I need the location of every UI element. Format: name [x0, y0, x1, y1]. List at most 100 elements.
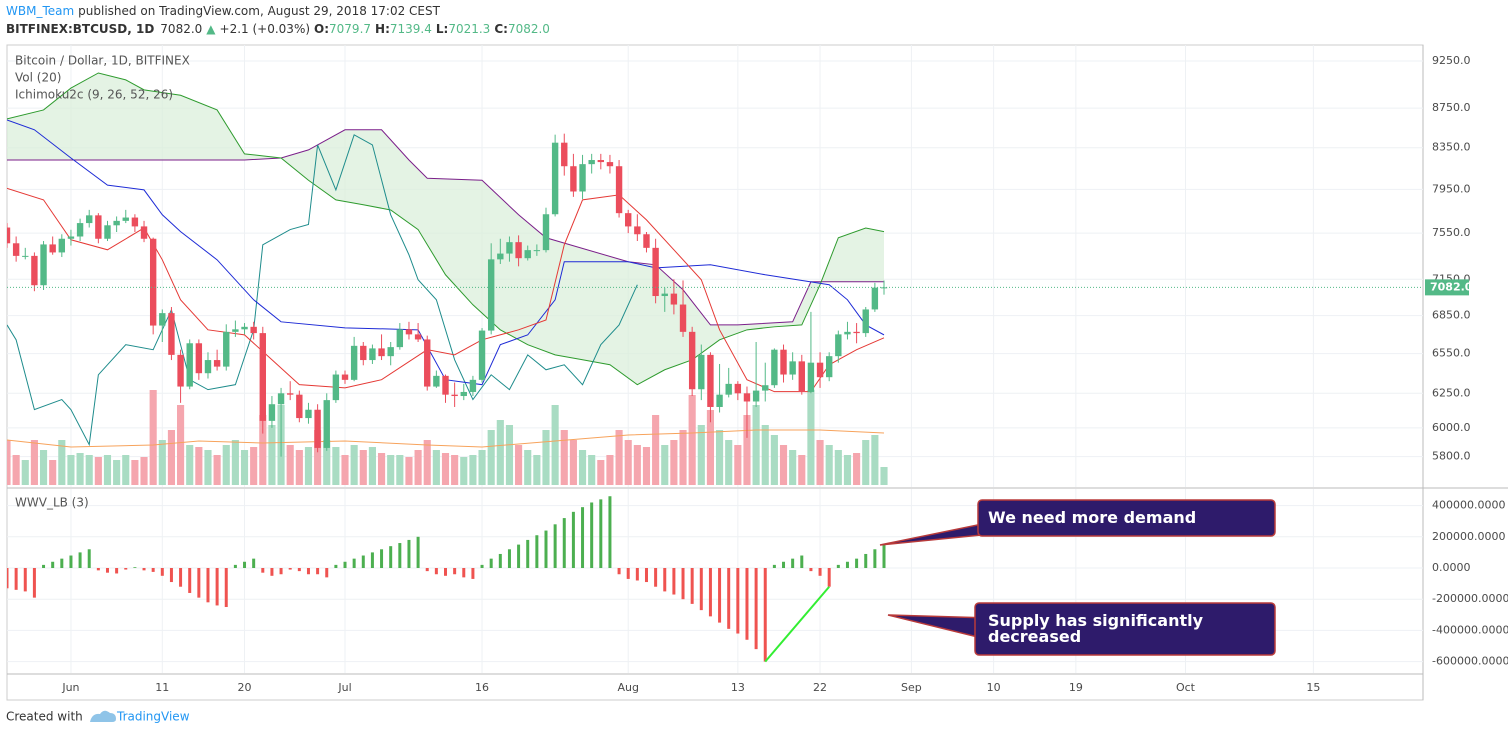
y-tick-label: 8350.0: [1432, 141, 1471, 154]
candle-body: [195, 343, 203, 374]
candle-body: [95, 215, 102, 239]
histogram-bar: [672, 568, 676, 595]
candle-body: [323, 400, 330, 448]
candle-body: [725, 383, 732, 395]
volume-bar: [560, 430, 568, 485]
ichimoku-title: Ichimoku2c (9, 26, 52, 26): [15, 88, 173, 102]
volume-bar: [487, 430, 495, 485]
volume-bar: [113, 460, 121, 485]
histogram-bar: [690, 568, 694, 604]
series-title: Bitcoin / Dollar, 1D, BITFINEX: [15, 54, 190, 68]
volume-bar: [761, 425, 769, 485]
volume-bar: [213, 455, 221, 485]
histogram-bar: [763, 568, 767, 662]
x-tick-label: 19: [1069, 681, 1083, 694]
ichimoku-span-b: [7, 129, 885, 326]
histogram-bar: [60, 558, 64, 569]
histogram-bar: [599, 499, 603, 569]
x-tick-label: Aug: [617, 681, 638, 694]
footer-brand[interactable]: TradingView: [116, 710, 190, 724]
volume-bar: [387, 455, 395, 485]
volume-bar: [158, 440, 166, 485]
histogram-bar: [571, 511, 575, 569]
histogram-bar: [42, 564, 46, 569]
histogram-bar: [845, 561, 849, 569]
histogram-bar: [818, 568, 822, 576]
volume-bar: [368, 447, 376, 485]
histogram-bar: [51, 561, 55, 569]
author[interactable]: WBM_Team: [6, 4, 74, 18]
callout-line: We need more demand: [988, 508, 1196, 527]
histogram-bar: [14, 568, 18, 590]
volume-bar: [578, 450, 587, 485]
candle-body: [332, 374, 340, 401]
y-tick-label: 400000.0000: [1432, 499, 1505, 512]
y-tick-label: 8750.0: [1432, 101, 1471, 114]
histogram-bar: [297, 568, 301, 572]
volume-bar: [688, 395, 696, 485]
symbol-line: BITFINEX:BTCUSD, 1D 7082.0 ▲ +2.1 (+0.03%) O…: [6, 22, 550, 36]
candle-body: [177, 354, 184, 387]
histogram-bar: [681, 568, 685, 600]
candle-body: [771, 349, 778, 386]
histogram-bar: [544, 530, 548, 569]
volume-title: Vol (20): [15, 71, 61, 85]
y-tick-label: 6000.0: [1432, 421, 1471, 434]
histogram-bar: [663, 568, 667, 592]
histogram-bar: [745, 568, 749, 640]
histogram-bar: [179, 568, 183, 587]
candle-body: [259, 333, 266, 421]
volume-bar: [350, 445, 358, 485]
candle-body: [122, 217, 129, 221]
volume-bar: [807, 390, 815, 485]
volume-bar: [149, 390, 157, 485]
histogram-bar: [708, 568, 712, 617]
volume-bar: [679, 430, 687, 485]
volume-bar: [39, 450, 48, 485]
histogram-bar: [370, 552, 374, 569]
volume-bar: [7, 440, 11, 485]
candle-body: [223, 331, 230, 367]
candle-body: [22, 255, 29, 257]
histogram-bar: [270, 568, 274, 576]
volume-bar: [460, 457, 468, 485]
candle-body: [131, 217, 139, 227]
y-tick-label: 6850.0: [1432, 309, 1471, 322]
candle-body: [149, 238, 157, 326]
histogram-bar: [535, 535, 539, 569]
histogram-bar: [87, 549, 91, 569]
x-tick-label: 22: [813, 681, 827, 694]
price-pane: [7, 45, 1423, 487]
x-tick-label: 13: [731, 681, 745, 694]
volume-bar: [642, 447, 651, 485]
histogram-bar: [352, 558, 356, 569]
candle-body: [314, 409, 321, 448]
volume-bar: [21, 460, 29, 485]
histogram-bar: [380, 549, 384, 569]
candle-body: [542, 214, 550, 251]
candle-body: [625, 213, 632, 227]
candle-body: [835, 334, 842, 357]
histogram-bar: [115, 568, 119, 574]
candle-body: [579, 164, 586, 192]
volume-bar: [478, 450, 486, 485]
axes: Jun 11 20 Jul 16 Aug 13 22 Sep 10 19 Oct 15 9250.0 875…: [61, 54, 1508, 694]
candle-body: [515, 242, 522, 259]
h-value: 7139.4: [390, 22, 432, 36]
callout-box: [974, 602, 1276, 656]
change: +2.1 (+0.03%): [220, 22, 311, 36]
volume-bar: [195, 447, 203, 485]
volume-bar: [597, 460, 605, 485]
volume-bar: [697, 425, 705, 485]
candle-body: [168, 313, 175, 355]
histogram-bar: [306, 568, 310, 575]
volume-bar: [295, 450, 303, 485]
volume-bar: [670, 440, 678, 485]
x-tick-label: Jun: [61, 681, 79, 694]
candle-body: [232, 329, 239, 332]
candle-body: [853, 331, 860, 334]
histogram-bar: [553, 524, 557, 569]
volume-bar: [131, 460, 139, 485]
h-label: H:: [375, 22, 390, 36]
volume-bar: [661, 445, 669, 485]
